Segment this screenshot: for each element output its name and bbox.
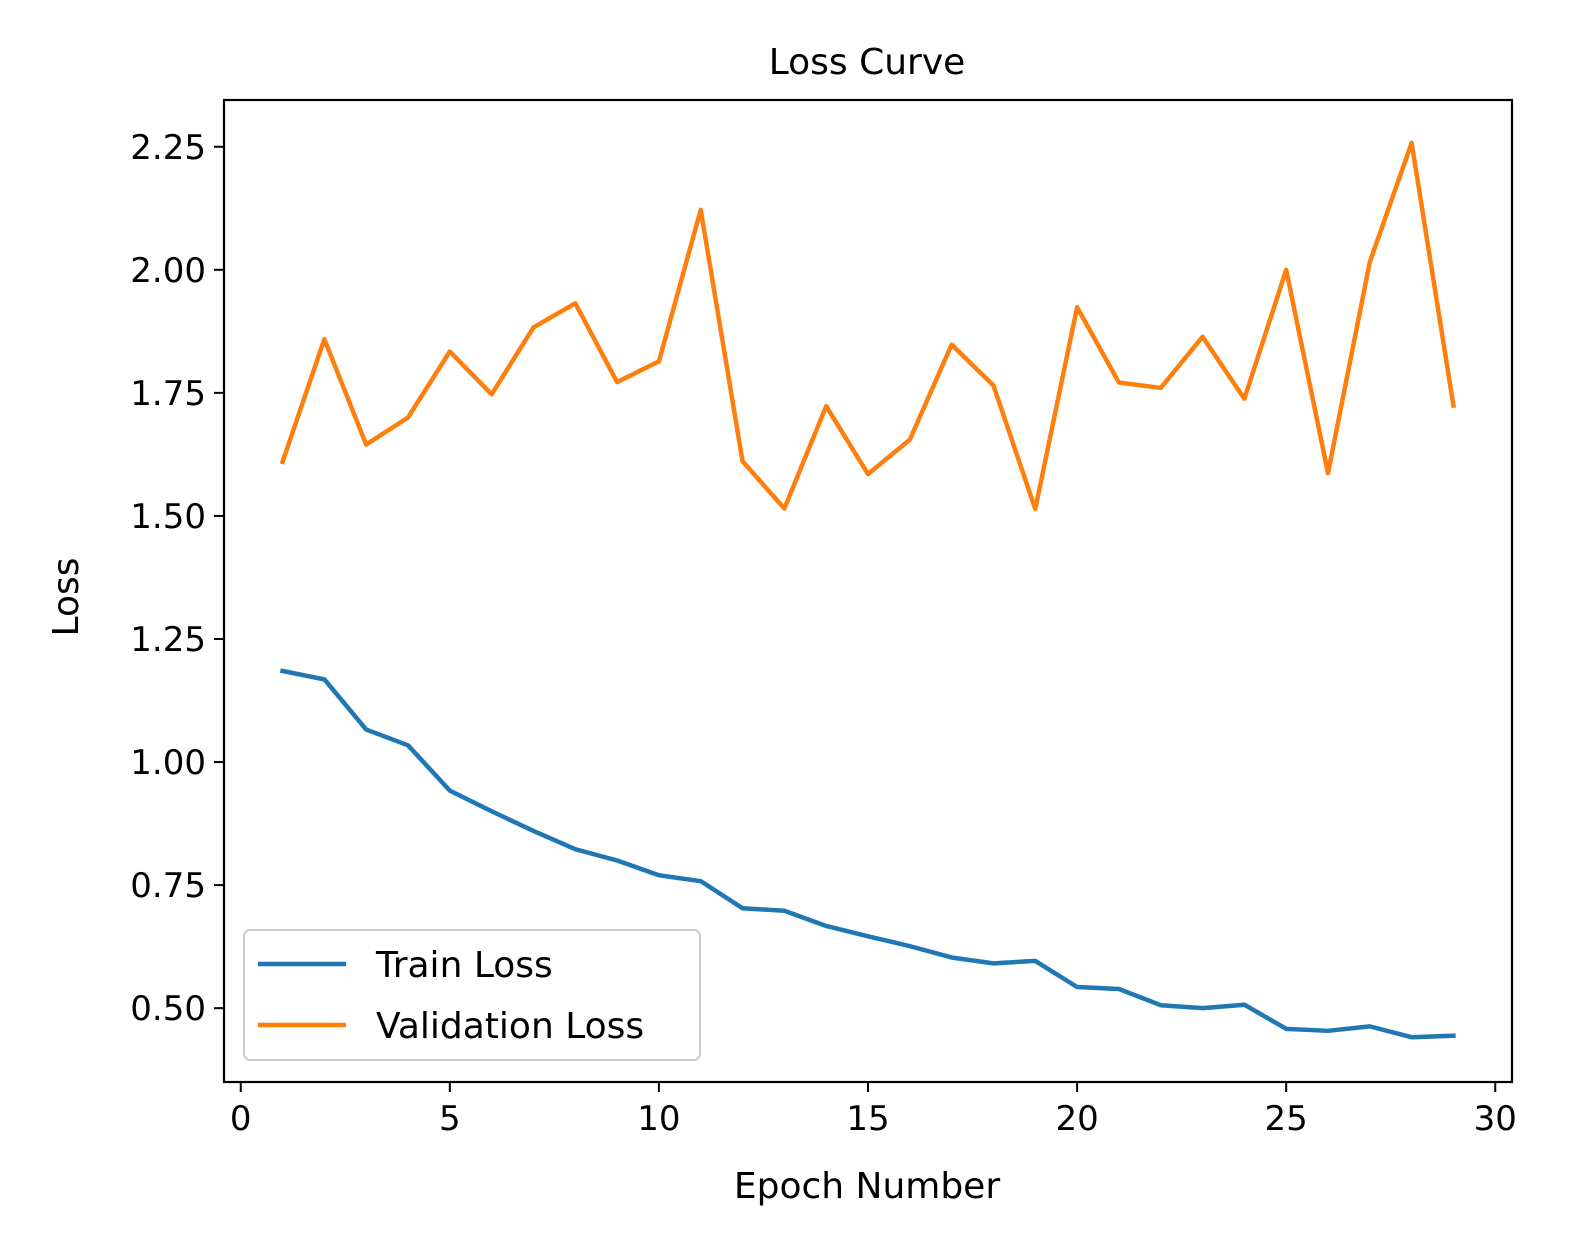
y-axis-title: Loss (46, 558, 87, 637)
y-tick-label: 2.00 (130, 251, 206, 291)
x-tick-label: 25 (1265, 1099, 1308, 1139)
x-tick-label: 0 (230, 1099, 252, 1139)
y-tick-label: 0.50 (130, 989, 206, 1029)
y-tick-label: 0.75 (130, 866, 206, 906)
x-axis-title: Epoch Number (734, 1166, 1000, 1207)
x-tick-label: 10 (637, 1099, 680, 1139)
y-tick-label: 2.25 (130, 128, 206, 168)
y-tick-label: 1.00 (130, 743, 206, 783)
legend-label: Train Loss (375, 945, 553, 986)
x-tick-label: 15 (846, 1099, 889, 1139)
plot-area: 0 5 10 15 20 25 30 0.50 0.75 1.00 1.25 1.50 1.75 2.00… (130, 98, 1517, 1139)
legend-label: Validation Loss (376, 1006, 644, 1047)
x-tick-label: 5 (439, 1099, 461, 1139)
x-tick-label: 30 (1474, 1099, 1517, 1139)
x-tick-label: 20 (1055, 1099, 1098, 1139)
chart-title: Loss Curve (769, 42, 966, 83)
series-line-train-loss (279, 668, 1456, 1040)
y-tick-label: 1.75 (130, 374, 206, 414)
legend: Train Loss Validation Loss (243, 929, 701, 1061)
y-tick-label: 1.50 (130, 497, 206, 537)
y-tick-label: 1.25 (130, 620, 206, 660)
series-line-validation-loss (279, 140, 1457, 512)
legend-box (243, 929, 701, 1061)
